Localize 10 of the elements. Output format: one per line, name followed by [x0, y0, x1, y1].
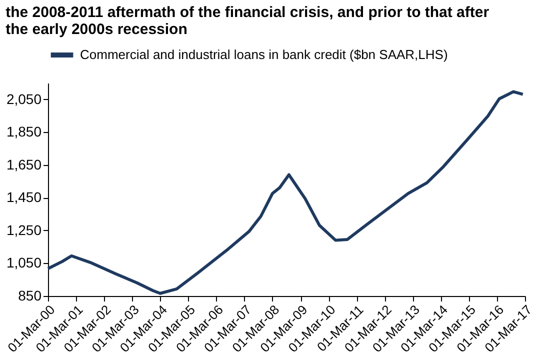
y-tick-label: 1,250 [6, 222, 42, 238]
y-tick-label: 1,650 [6, 156, 42, 172]
y-tick-label: 850 [18, 288, 42, 304]
y-tick-label: 1,450 [6, 189, 42, 206]
text: the 2008-2011 aftermath of the financial crisis, and prior to that after [6, 4, 490, 21]
text: the early 2000s recession [6, 21, 188, 38]
y-tick-label: 2,050 [6, 90, 42, 107]
y-tick-label: 1,850 [6, 124, 42, 140]
y-tick-label: 1,050 [6, 254, 42, 271]
legend-label: Commercial and industrial loans in bank credit ($bn SAAR,LHS) [80, 47, 448, 62]
